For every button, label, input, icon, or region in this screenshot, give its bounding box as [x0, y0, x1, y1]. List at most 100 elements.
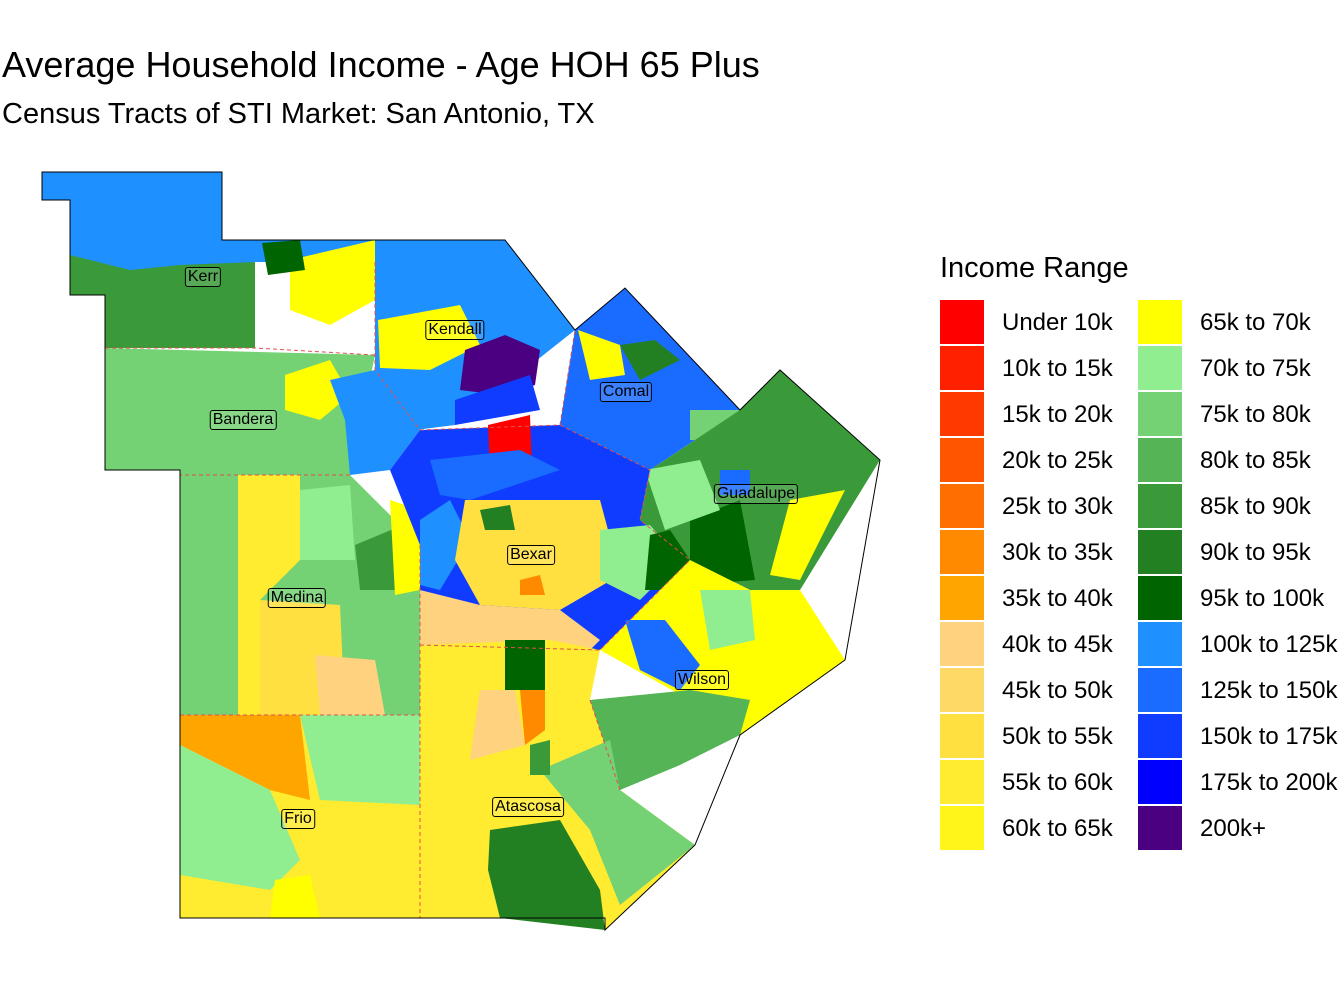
region-kendall-blue	[455, 375, 540, 425]
legend-label: Under 10k	[1002, 309, 1113, 336]
legend-swatch	[940, 346, 984, 390]
legend-label: 75k to 80k	[1200, 401, 1311, 428]
region-medina-light	[300, 485, 355, 560]
region-wilson	[600, 560, 845, 735]
legend-label: 200k+	[1200, 815, 1267, 842]
legend-label: 15k to 20k	[1002, 401, 1113, 428]
county-label-medina: Medina	[267, 588, 327, 608]
legend-item: 80k to 85k	[1138, 438, 1344, 484]
map-subtitle: Census Tracts of STI Market: San Antonio…	[2, 98, 595, 130]
legend-label: 50k to 55k	[1002, 723, 1113, 750]
legend-item: 30k to 35k	[940, 530, 1150, 576]
region-guadalupe-yellow	[770, 490, 845, 580]
region-comal-green	[620, 340, 680, 380]
region-wilson-light	[700, 590, 755, 650]
legend-item: 75k to 80k	[1138, 392, 1344, 438]
legend-swatch	[940, 622, 984, 666]
legend-item: 35k to 40k	[940, 576, 1150, 622]
county-label-bexar: Bexar	[507, 545, 555, 565]
county-label-guadalupe: Guadalupe	[713, 484, 799, 504]
county-label-kerr: Kerr	[184, 267, 222, 287]
legend-swatch	[1138, 760, 1182, 804]
legend-swatch	[940, 760, 984, 804]
county-label-comal: Comal	[599, 382, 653, 402]
legend-swatch	[1138, 392, 1182, 436]
legend-item: 20k to 25k	[940, 438, 1150, 484]
legend-item: 50k to 55k	[940, 714, 1150, 760]
legend-item: 70k to 75k	[1138, 346, 1344, 392]
legend-item: 55k to 60k	[940, 760, 1150, 806]
legend-label: 80k to 85k	[1200, 447, 1311, 474]
region-frio-light2	[300, 715, 420, 805]
legend-label: 10k to 15k	[1002, 355, 1113, 382]
legend-label: 40k to 45k	[1002, 631, 1113, 658]
legend-item: Under 10k	[940, 300, 1150, 346]
region-atascosa-green	[540, 740, 695, 905]
legend-swatch	[1138, 300, 1182, 344]
map-regions	[42, 172, 880, 930]
county-label-frio: Frio	[281, 809, 315, 829]
legend-swatch	[940, 530, 984, 574]
legend-swatch	[1138, 346, 1182, 390]
legend-label: 125k to 150k	[1200, 677, 1338, 704]
region-bandera-blue	[330, 370, 420, 475]
region-bexar-ring	[430, 450, 560, 500]
region-frio-yellow	[270, 875, 320, 918]
market-outline	[41, 171, 881, 932]
legend-label: 85k to 90k	[1200, 493, 1311, 520]
legend-label: 100k to 125k	[1200, 631, 1338, 658]
legend-label: 175k to 200k	[1200, 769, 1338, 796]
legend-label: 65k to 70k	[1200, 309, 1311, 336]
region-atascosa-orange	[520, 690, 545, 745]
legend-item: 45k to 50k	[940, 668, 1150, 714]
region-atascosa-peach	[470, 690, 525, 760]
legend-item: 65k to 70k	[1138, 300, 1344, 346]
legend-item: 25k to 30k	[940, 484, 1150, 530]
legend-item: 125k to 150k	[1138, 668, 1344, 714]
legend-swatch	[1138, 438, 1182, 482]
region-guadalupe-dark	[690, 500, 755, 585]
legend-swatch	[940, 300, 984, 344]
region-wilson-blue	[625, 620, 700, 690]
county-label-wilson: Wilson	[674, 670, 730, 690]
legend-swatch	[1138, 530, 1182, 574]
legend-label: 150k to 175k	[1200, 723, 1338, 750]
legend-swatch	[940, 576, 984, 620]
region-atascosa-green2	[530, 740, 550, 775]
county-label-atascosa: Atascosa	[492, 797, 564, 817]
legend-label: 45k to 50k	[1002, 677, 1113, 704]
legend-swatch	[1138, 668, 1182, 712]
legend-item: 100k to 125k	[1138, 622, 1344, 668]
legend-swatch	[940, 714, 984, 758]
legend-item: 200k+	[1138, 806, 1344, 852]
region-bandera-yellow	[285, 360, 350, 420]
region-frio-orange	[180, 715, 310, 800]
legend-swatch	[940, 484, 984, 528]
legend-label: 25k to 30k	[1002, 493, 1113, 520]
region-kerr-west	[70, 255, 255, 348]
legend-label: 60k to 65k	[1002, 815, 1113, 842]
legend-item: 10k to 15k	[940, 346, 1150, 392]
legend-swatch	[940, 438, 984, 482]
legend-swatch	[940, 392, 984, 436]
legend-swatch	[940, 668, 984, 712]
legend-item: 150k to 175k	[1138, 714, 1344, 760]
legend-item: 15k to 20k	[940, 392, 1150, 438]
legend-swatch	[1138, 806, 1182, 850]
legend-label: 70k to 75k	[1200, 355, 1311, 382]
county-borders	[105, 262, 691, 918]
region-bexar-ring3	[520, 575, 545, 595]
region-atascosa-pocket	[505, 640, 545, 690]
region-medina-orange	[315, 655, 385, 715]
legend-label: 55k to 60k	[1002, 769, 1113, 796]
legend-item: 175k to 200k	[1138, 760, 1344, 806]
legend-item: 40k to 45k	[940, 622, 1150, 668]
legend-label: 35k to 40k	[1002, 585, 1113, 612]
county-label-kendall: Kendall	[425, 320, 485, 340]
legend-swatch	[940, 806, 984, 850]
legend-swatch	[1138, 576, 1182, 620]
legend-item: 85k to 90k	[1138, 484, 1344, 530]
region-kendall-yellow	[378, 305, 480, 370]
legend-item: 90k to 95k	[1138, 530, 1344, 576]
region-guadalupe-blue	[720, 470, 750, 495]
